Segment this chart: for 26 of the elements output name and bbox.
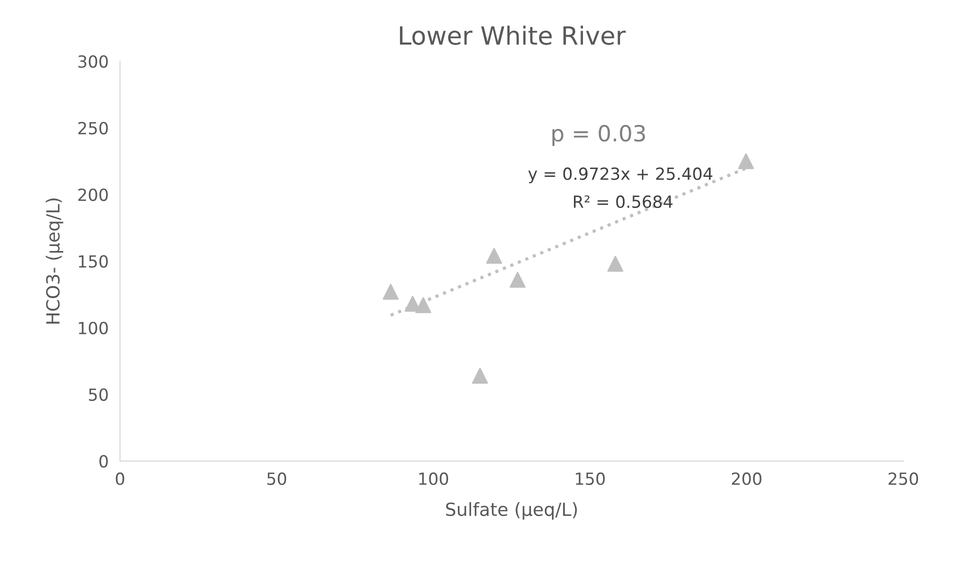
annotation: y = 0.9723x + 25.404 (528, 167, 712, 184)
x-tick-label: 200 (732, 472, 762, 486)
point (510, 272, 526, 288)
point (738, 153, 754, 170)
annotation: p = 0.03 (552, 124, 645, 146)
x-tick-label: 0 (116, 472, 124, 486)
y-tick-label: 250 (78, 122, 108, 134)
annotation: R² = 0.5684 (574, 195, 672, 208)
point (486, 248, 502, 264)
x-axis-title: Sulfate (μeq/L) (446, 502, 577, 520)
chart-title: Lower White River (400, 26, 626, 45)
y-tick-label: 150 (78, 255, 108, 268)
y-tick-label: 300 (78, 55, 108, 68)
y-tick-label: 200 (78, 188, 108, 202)
y-tick-label: 100 (78, 322, 108, 334)
x-tick-label: 100 (419, 472, 448, 486)
y-tick-label: 50 (88, 388, 108, 401)
point (415, 297, 432, 314)
y-tick-label: 0 (99, 454, 108, 468)
point (382, 284, 399, 300)
x-tick-label: 250 (888, 472, 918, 486)
point (607, 256, 624, 272)
x-tick-label: 150 (576, 472, 605, 486)
y-axis-title: HCO3- (μeq/L) (46, 198, 64, 324)
x-tick-label: 50 (267, 472, 286, 486)
point (472, 368, 488, 384)
